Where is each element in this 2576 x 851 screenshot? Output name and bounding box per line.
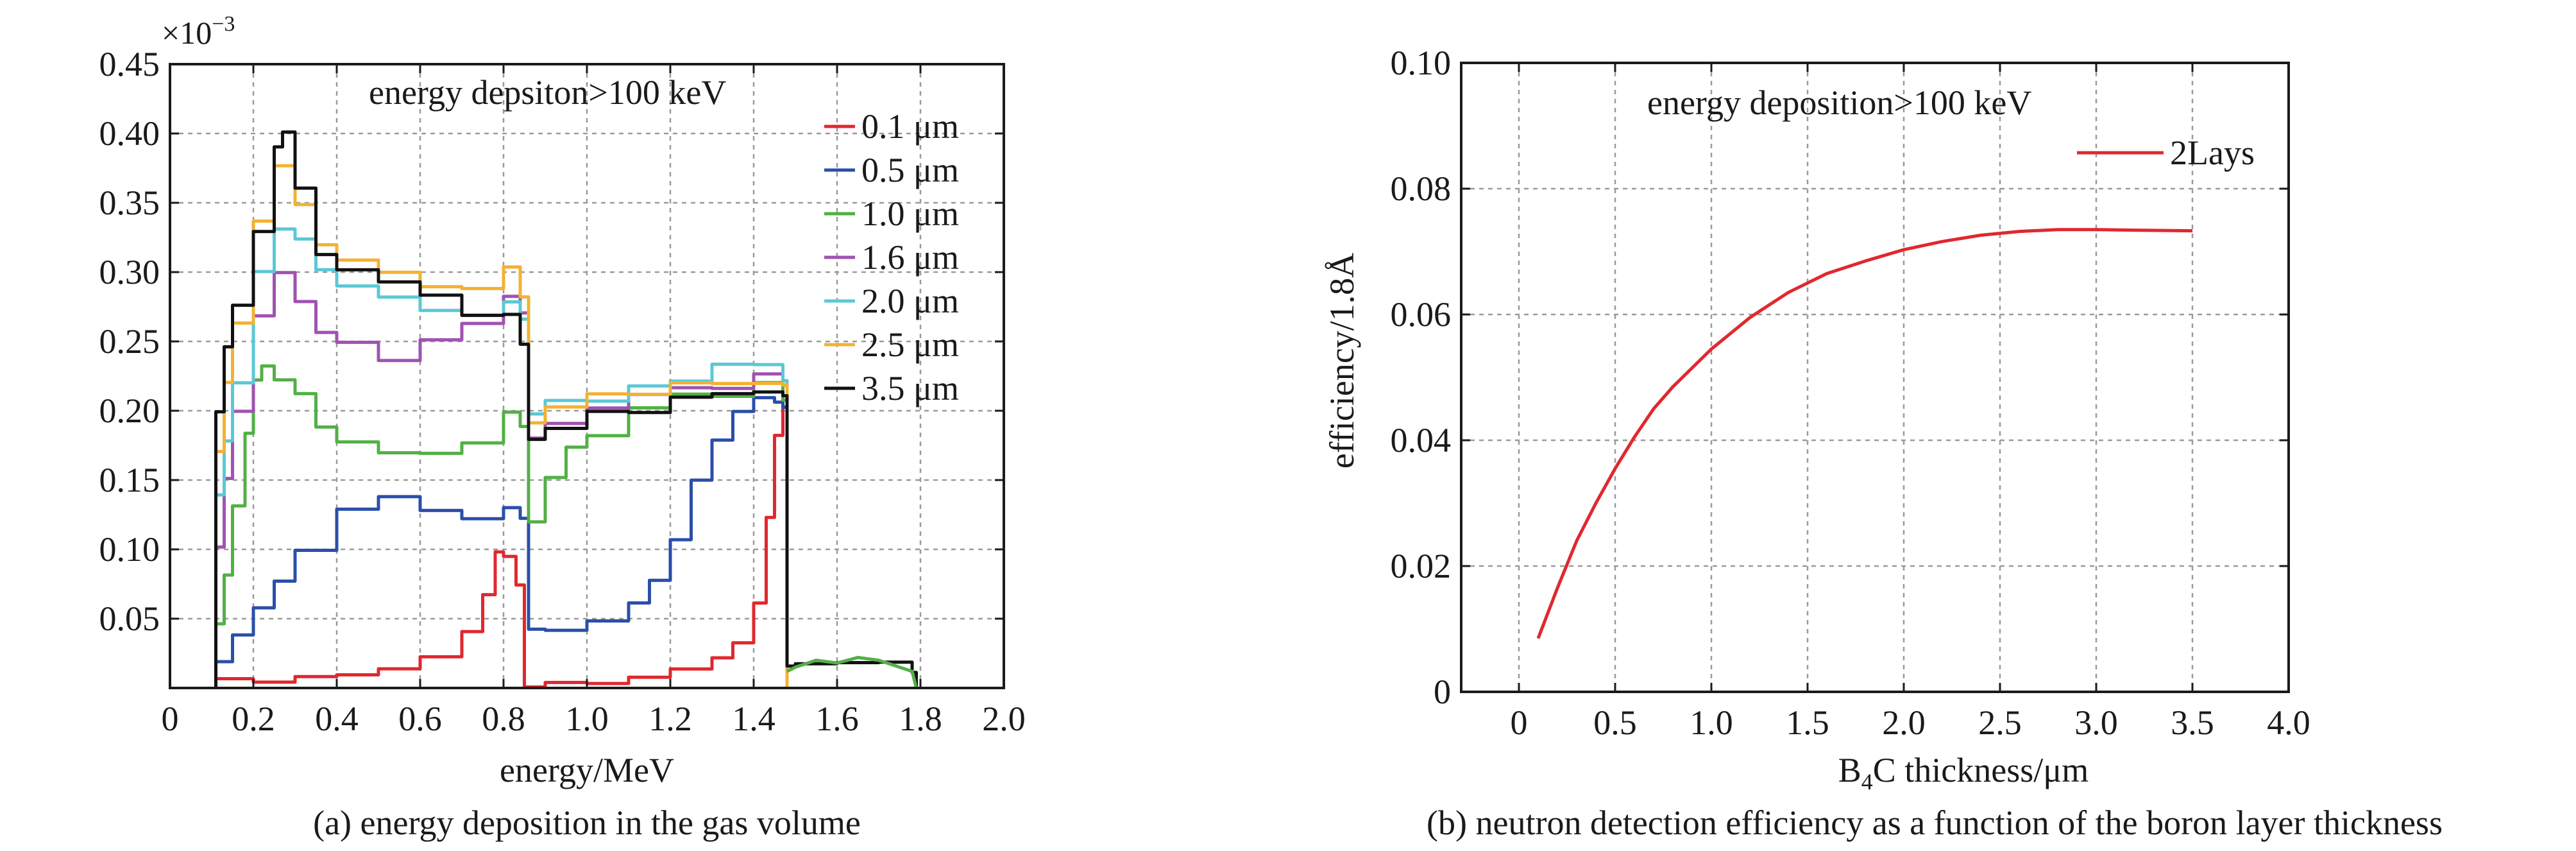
y-tick-label: 0.15 (99, 461, 160, 499)
legend-label: 2.5 μm (861, 325, 959, 364)
x-tick-label: 1.0 (1690, 703, 1733, 742)
x-axis-label: energy/MeV (500, 751, 674, 789)
y-tick-label: 0.30 (99, 253, 160, 291)
x-tick-labels: 0 0.5 1.0 1.5 2.0 2.5 3.0 3.5 4.0 (1511, 703, 2310, 742)
y-tick-label: 0.45 (99, 45, 160, 83)
x-tick-label: 0 (1511, 703, 1528, 742)
x-tick-label: 0.6 (398, 700, 442, 738)
legend-label: 2Lays (2170, 133, 2255, 172)
y-tick-label: 0.10 (1391, 44, 1452, 82)
legend-label: 2.0 μm (861, 282, 959, 320)
x-tick-label: 0.8 (482, 700, 525, 738)
y-tick-label: 0.05 (99, 599, 160, 638)
legend-label: 1.6 μm (861, 238, 959, 277)
x-tick-label: 2.0 (1882, 703, 1926, 742)
series-line (214, 396, 789, 688)
x-tick-label: 0.2 (232, 700, 275, 738)
y-tick-label: 0.02 (1391, 547, 1452, 585)
series-line (214, 364, 789, 688)
y-tick-label: 0 (1434, 673, 1451, 711)
y-multiplier: ×10−3 (162, 12, 235, 51)
y-tick-labels: 0 0.02 0.04 0.06 0.08 0.10 (1391, 44, 1452, 711)
x-axis-label: B4C thickness/μm (1838, 751, 2089, 795)
legend-label: 0.1 μm (861, 107, 959, 146)
x-tick-label: 1.5 (1786, 703, 1829, 742)
legend: 2Lays (2077, 133, 2255, 172)
y-tick-label: 0.40 (99, 114, 160, 153)
series-line (214, 271, 789, 688)
x-tick-label: 1.0 (565, 700, 609, 738)
legend-label: 1.0 μm (861, 194, 959, 233)
plot-frame (1460, 62, 2290, 693)
x-tick-label: 0.4 (315, 700, 359, 738)
y-axis-label: efficiency/1.8Å (1323, 253, 1361, 468)
x-tick-label: 0.5 (1593, 703, 1637, 742)
series-line (786, 655, 918, 689)
y-tick-labels: 0.05 0.10 0.15 0.20 0.25 0.30 0.35 0.40 0.45 (99, 45, 160, 638)
legend: 0.1 μm 0.5 μm 1.0 μm 1.6 μm 2.0 μm 2.5 μm 3.5 … (824, 107, 959, 408)
x-tick-label: 1.2 (648, 700, 692, 738)
x-tick-label: 3.5 (2171, 703, 2214, 742)
series-lines (1536, 228, 2193, 639)
annotation: energy deposition>100 keV (1647, 83, 2031, 122)
y-tick-label: 0.08 (1391, 169, 1452, 208)
energy-deposition-chart: 0 0.2 0.4 0.6 0.8 1.0 1.2 1.4 1.6 1.8 2.0 0.05 0.10… (99, 12, 1026, 842)
ticks (169, 63, 1005, 688)
y-tick-label: 0.04 (1391, 421, 1452, 460)
series-line (214, 164, 789, 688)
series-lines (214, 130, 918, 689)
caption: (b) neutron detection efficiency as a fu… (1427, 804, 2443, 842)
x-tick-label: 1.8 (899, 700, 942, 738)
x-tick-label: 4.0 (2267, 703, 2310, 742)
series-line (214, 405, 789, 689)
caption: (a) energy deposition in the gas volume (313, 804, 861, 842)
y-tick-label: 0.20 (99, 391, 160, 430)
legend-label: 3.5 μm (861, 369, 959, 408)
x-tick-label: 2.0 (982, 700, 1026, 738)
series-line (214, 130, 918, 688)
y-tick-label: 0.25 (99, 322, 160, 361)
x-tick-label: 1.4 (732, 700, 775, 738)
x-tick-label: 0 (162, 700, 179, 738)
efficiency-chart: 0 0.5 1.0 1.5 2.0 2.5 3.0 3.5 4.0 00.020.040.060… (1323, 44, 2443, 842)
y-tick-label: 0.10 (99, 530, 160, 569)
x-tick-labels: 0 0.2 0.4 0.6 0.8 1.0 1.2 1.4 1.6 1.8 2.0 (162, 700, 1026, 738)
x-tick-label: 2.5 (1978, 703, 2022, 742)
legend-label: 0.5 μm (861, 151, 959, 189)
series-line (1536, 228, 2193, 639)
ticks (1461, 62, 2290, 693)
y-tick-label: 0.35 (99, 184, 160, 222)
x-tick-label: 1.6 (815, 700, 859, 738)
annotation: energy depsiton>100 keV (369, 73, 726, 112)
x-tick-label: 3.0 (2074, 703, 2118, 742)
grid (1461, 63, 2289, 692)
y-tick-label: 0.06 (1391, 295, 1452, 334)
